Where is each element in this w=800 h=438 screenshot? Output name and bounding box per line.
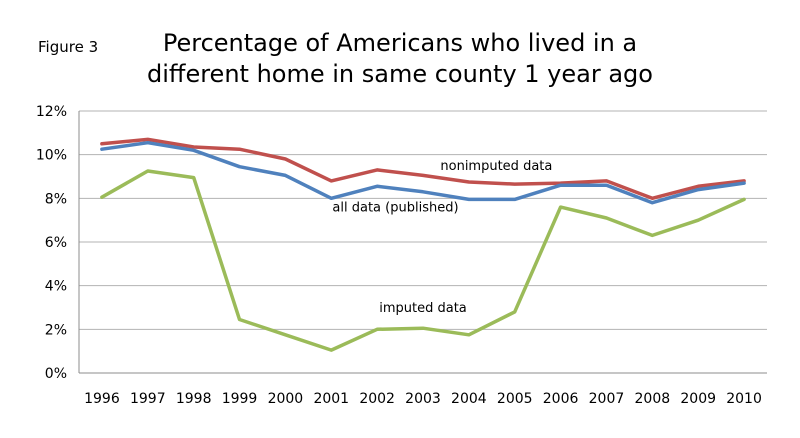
figure-label: Figure 3: [38, 38, 99, 56]
x-tick-label: 2008: [635, 391, 671, 407]
series-annotation: imputed data: [379, 301, 467, 316]
x-tick-label: 2006: [543, 391, 579, 407]
x-tick-label: 2002: [359, 391, 395, 407]
series-line-imputed: [100, 169, 746, 352]
chart-title: Percentage of Americans who lived in a d…: [130, 28, 670, 90]
x-tick-label: 2003: [405, 391, 441, 407]
y-tick-label: 4%: [45, 279, 67, 295]
series-line-all: [100, 140, 746, 205]
x-tick-label: 2004: [451, 391, 487, 407]
y-tick-label: 0%: [45, 366, 67, 382]
chart-title-line-2: different home in same county 1 year ago: [147, 60, 653, 88]
y-tick-label: 2%: [45, 322, 67, 338]
y-tick-label: 8%: [45, 191, 67, 207]
x-tick-label: 2007: [589, 391, 625, 407]
x-tick-label: 2000: [268, 391, 304, 407]
chart-title-line-1: Percentage of Americans who lived in a: [162, 29, 638, 57]
series-annotation: nonimputed data: [440, 159, 552, 174]
x-tick-label: 2005: [497, 391, 533, 407]
y-tick-label: 12%: [36, 104, 67, 120]
x-tick-label: 1997: [130, 391, 166, 407]
x-tick-label: 2001: [313, 391, 349, 407]
x-tick-label: 1998: [176, 391, 212, 407]
series-line-nonimputed: [100, 137, 746, 201]
x-tick-label: 2009: [680, 391, 716, 407]
x-tick-label: 1996: [84, 391, 120, 407]
series-annotation: all data (published): [332, 200, 458, 215]
x-tick-label: 2010: [726, 391, 762, 407]
y-tick-label: 6%: [45, 235, 67, 251]
x-tick-label: 1999: [222, 391, 258, 407]
y-tick-label: 10%: [36, 148, 67, 164]
